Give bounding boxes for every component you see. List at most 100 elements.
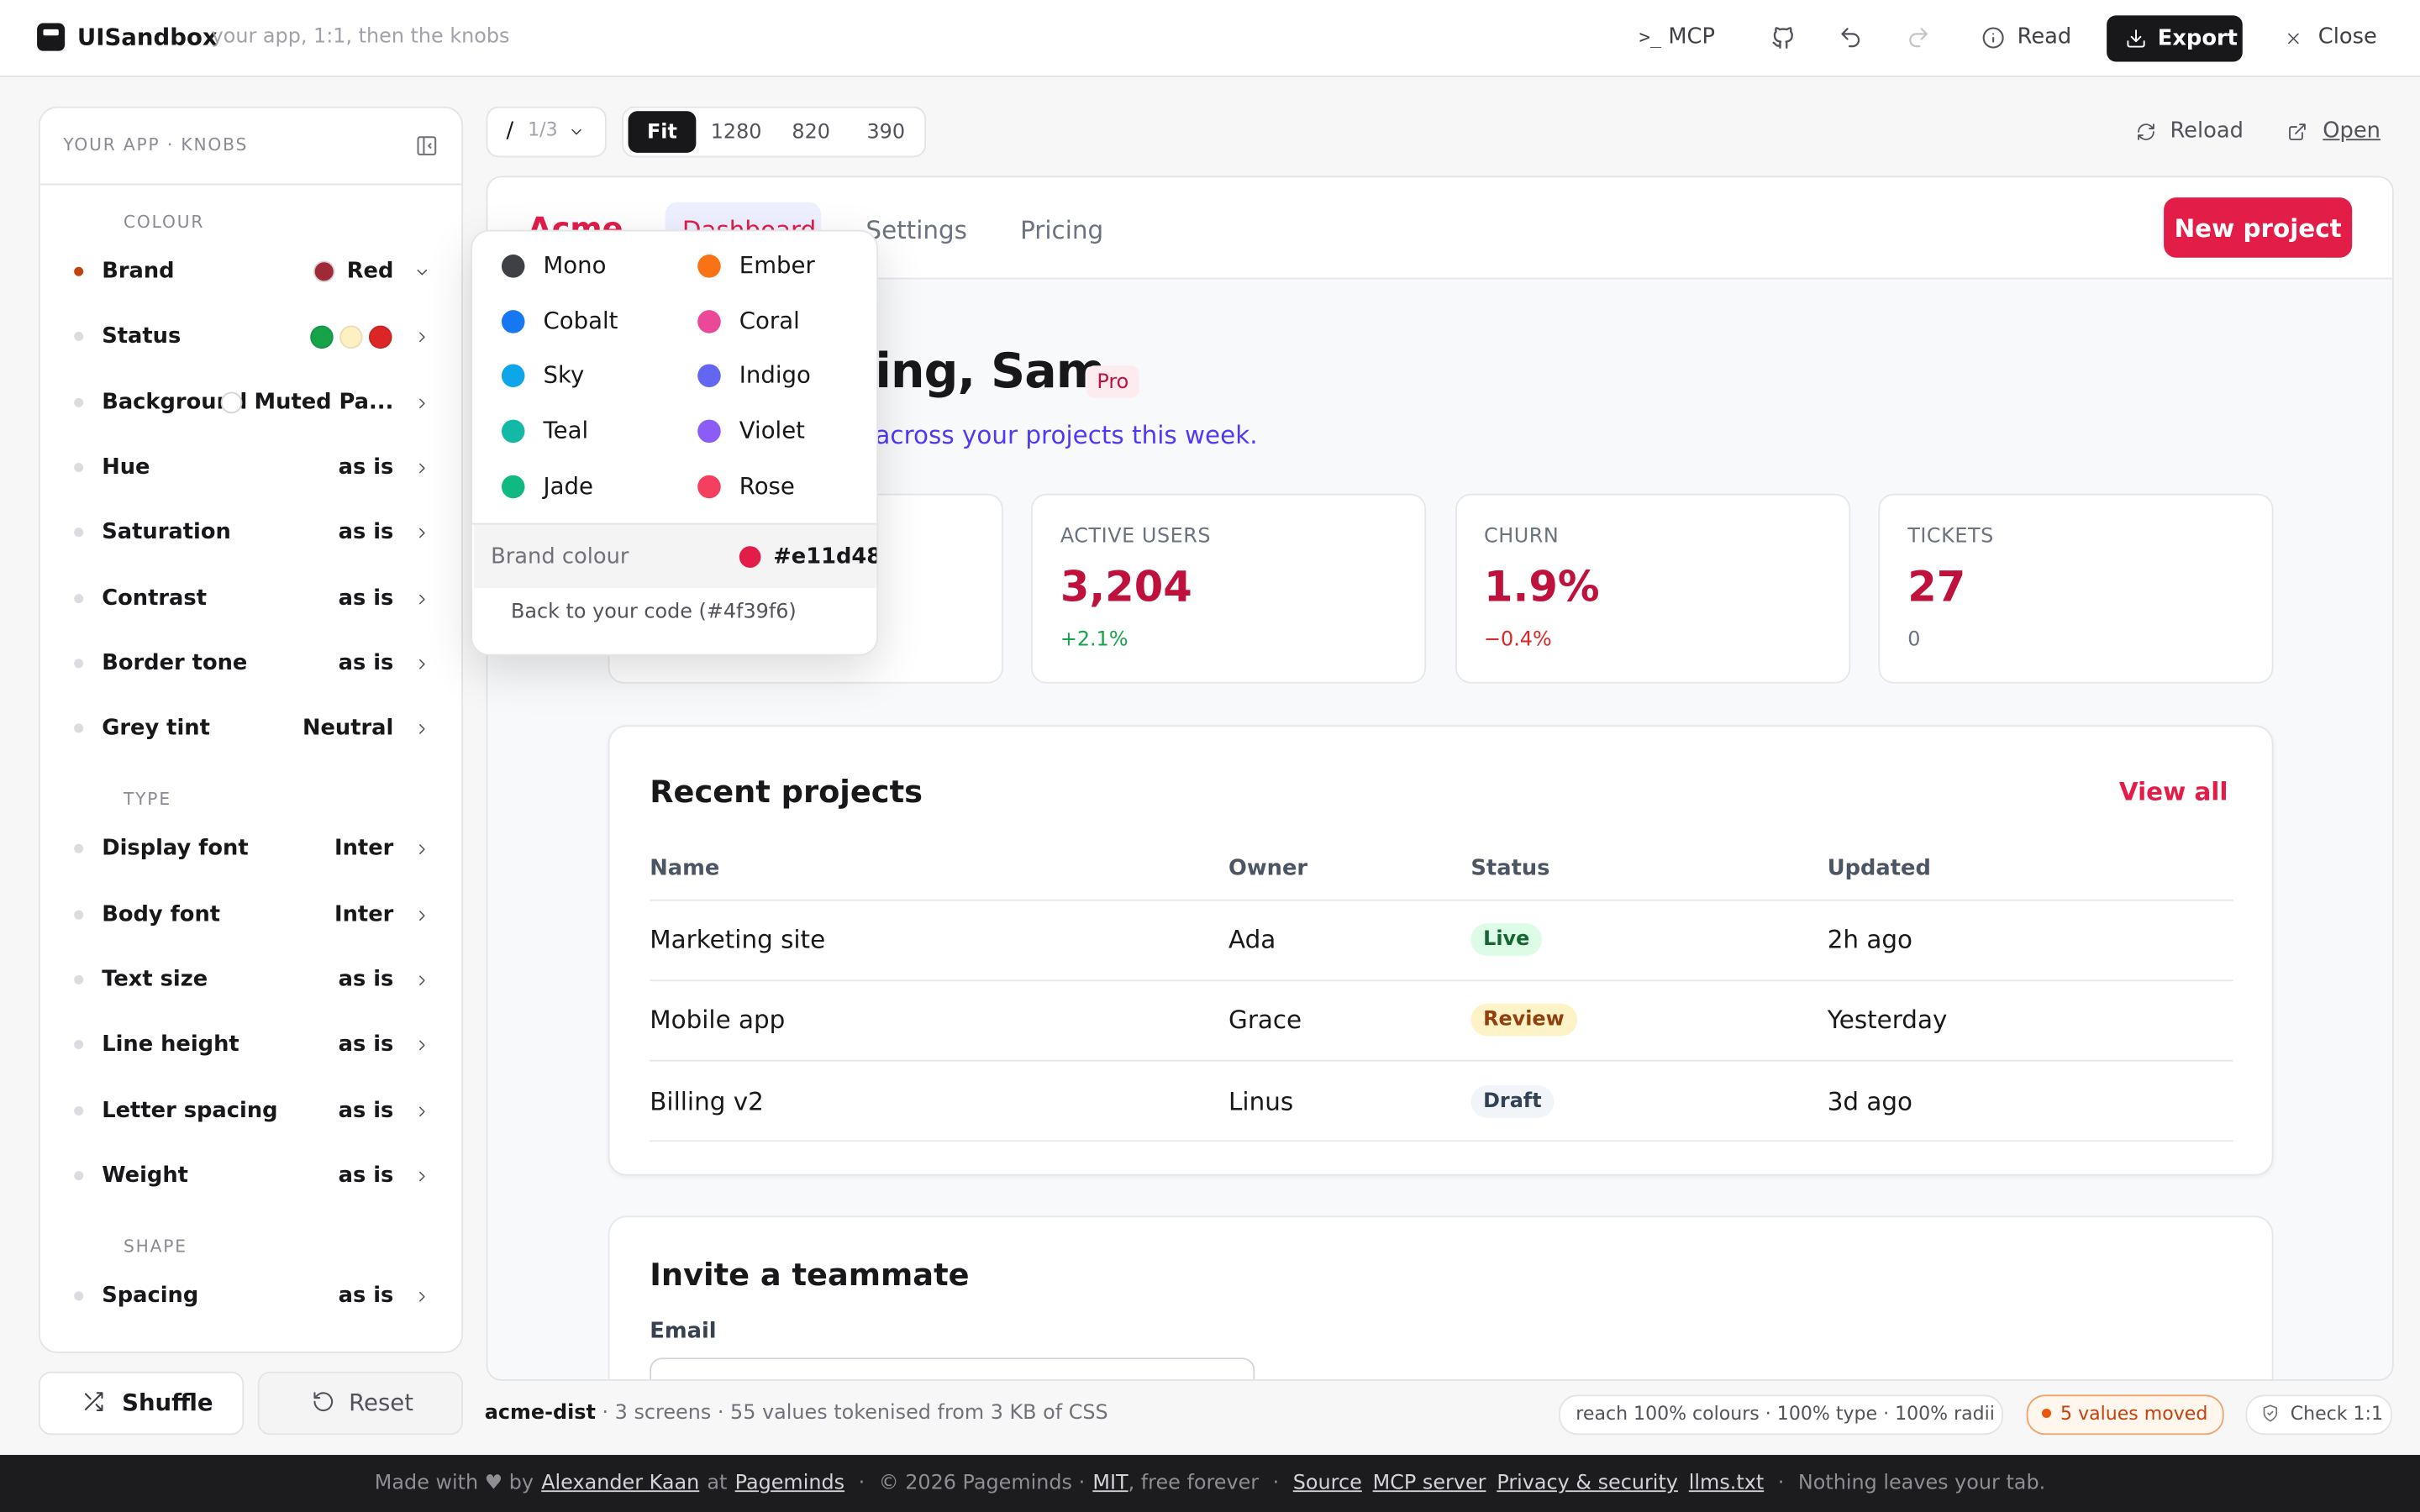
swatch-option[interactable]: Violet (668, 403, 864, 459)
table-cell: 3d ago (1827, 1086, 1913, 1116)
open-link[interactable]: Open (2323, 118, 2381, 144)
swatch-name: Coral (739, 306, 800, 334)
swatch-name: Violet (739, 417, 805, 445)
undo-icon[interactable] (1839, 24, 1863, 49)
redo-icon[interactable] (1906, 24, 1930, 49)
knob-swatch (220, 391, 242, 413)
subtitle: across your projects this week. (875, 420, 1258, 450)
chevron-icon (571, 129, 581, 135)
check-label: Check 1:1 (2290, 1402, 2384, 1425)
knob-row[interactable]: Text size as is (40, 949, 461, 1011)
footer-text: · (858, 1472, 865, 1495)
swatch-option[interactable]: Jade (472, 458, 668, 513)
status-swatch (310, 326, 334, 349)
footer-link[interactable]: llms.txt (1688, 1472, 1765, 1495)
table-cell: Linus (1228, 1086, 1294, 1116)
current-swatch (739, 546, 761, 568)
cta-button[interactable] (2164, 197, 2353, 258)
knob-row[interactable]: Grey tint Neutral (40, 697, 461, 759)
knob-value: as is (338, 650, 394, 676)
swatch-option[interactable]: Ember (668, 238, 864, 293)
knob-value: as is (338, 1098, 394, 1123)
stat-card: TICKETS 27 0 (1878, 493, 2274, 684)
knob-name: Line height (102, 1032, 239, 1058)
invite-card: Invite a teammate Email (608, 1215, 2274, 1380)
footer-link[interactable]: MIT (1092, 1472, 1128, 1495)
table-cell: Marketing site (650, 925, 826, 955)
swatch-name: Rose (739, 471, 795, 500)
swatch-option[interactable]: Rose (668, 458, 864, 513)
footer-link[interactable]: Source (1292, 1472, 1362, 1495)
knob-value: as is (338, 1284, 394, 1309)
swatch (697, 309, 721, 333)
knob-row[interactable]: Hue as is (40, 437, 461, 498)
swatch-option[interactable]: Mono (472, 238, 668, 293)
back-link[interactable]: Back to your code (#4f39f6) (510, 601, 797, 624)
viewport-switch: Fit 1280 820 390 (622, 106, 927, 158)
knob-row[interactable]: Body font Inter (40, 884, 461, 945)
viewport-option[interactable]: 820 (776, 111, 846, 153)
swatch (697, 255, 721, 278)
table-cell: Yesterday (1827, 1005, 1948, 1036)
moved-pill[interactable] (2026, 1394, 2224, 1436)
route-select[interactable] (486, 106, 607, 158)
read-button[interactable]: Read (2017, 24, 2072, 50)
knob-row[interactable]: Display font Inter (40, 818, 461, 879)
viewport-option[interactable]: 1280 (701, 111, 771, 153)
mcp-button[interactable]: >_ MCP (1639, 24, 1715, 50)
reload-button[interactable]: Reload (2170, 118, 2244, 144)
knob-row[interactable]: Weight as is (40, 1145, 461, 1206)
github-icon[interactable] (1770, 24, 1797, 50)
knob-row[interactable]: Border tone as is (40, 633, 461, 694)
knob-row[interactable]: Background Muted Pa... (40, 371, 461, 433)
knob-dot (74, 723, 84, 733)
export-button[interactable] (2107, 15, 2243, 62)
swatch-option[interactable]: Sky (472, 348, 668, 403)
swatch-option[interactable]: Teal (472, 403, 668, 459)
viewport-label: 1280 (710, 120, 762, 144)
logo-icon (37, 23, 66, 51)
knob-value: as is (338, 1032, 394, 1058)
swatch (501, 255, 525, 278)
project-name: acme-dist (484, 1401, 596, 1425)
knob-row[interactable]: Contrast as is (40, 567, 461, 628)
shuffle-button[interactable] (38, 1371, 245, 1436)
collapse-icon[interactable] (415, 134, 439, 158)
swatch-name: Teal (543, 417, 589, 445)
reset-button[interactable] (257, 1371, 464, 1436)
knob-row[interactable]: Status (40, 306, 461, 367)
knob-row[interactable]: Line height as is (40, 1014, 461, 1075)
knob-row[interactable]: Brand Red (40, 241, 461, 302)
swatch-option[interactable]: Indigo (668, 348, 864, 403)
column-header: Status (1470, 856, 1550, 881)
email-input[interactable] (650, 1357, 1255, 1380)
nav-item[interactable]: Pricing (1020, 215, 1104, 245)
footer-text: Nothing leaves your tab. (1797, 1472, 2046, 1495)
card-title: Recent projects (650, 773, 923, 811)
close-button[interactable]: Close (2317, 24, 2377, 50)
footer-link[interactable]: Pageminds (734, 1472, 845, 1495)
knob-row[interactable]: Letter spacing as is (40, 1079, 461, 1141)
knob-row[interactable]: Radius as is (40, 1331, 461, 1352)
route: / (506, 118, 514, 144)
swatch-option[interactable]: Coral (668, 292, 864, 348)
footer-link[interactable]: MCP server (1372, 1472, 1486, 1495)
nav-item[interactable]: Settings (865, 215, 967, 245)
footer-link[interactable]: Privacy & security (1497, 1472, 1678, 1495)
knob-row[interactable]: Spacing as is (40, 1265, 461, 1326)
chevron-icon (419, 1292, 425, 1302)
viewport-option[interactable]: Fit (628, 111, 697, 153)
knob-value: as is (338, 1163, 394, 1189)
view-all-link[interactable]: View all (2118, 776, 2228, 806)
reset-label: Reset (349, 1389, 414, 1417)
knob-row[interactable]: Saturation as is (40, 501, 461, 563)
current-value: #e11d48 (773, 544, 879, 570)
viewport-option[interactable]: 390 (852, 111, 920, 153)
viewport-label: Fit (646, 120, 677, 144)
swatch-option[interactable]: Cobalt (472, 292, 668, 348)
chevron-icon (419, 724, 425, 734)
knob-dot (74, 1291, 84, 1301)
colour-picker: Brand colour #e11d48 Back to your code (… (471, 229, 879, 656)
footer-link[interactable]: Alexander Kaan (541, 1472, 700, 1495)
